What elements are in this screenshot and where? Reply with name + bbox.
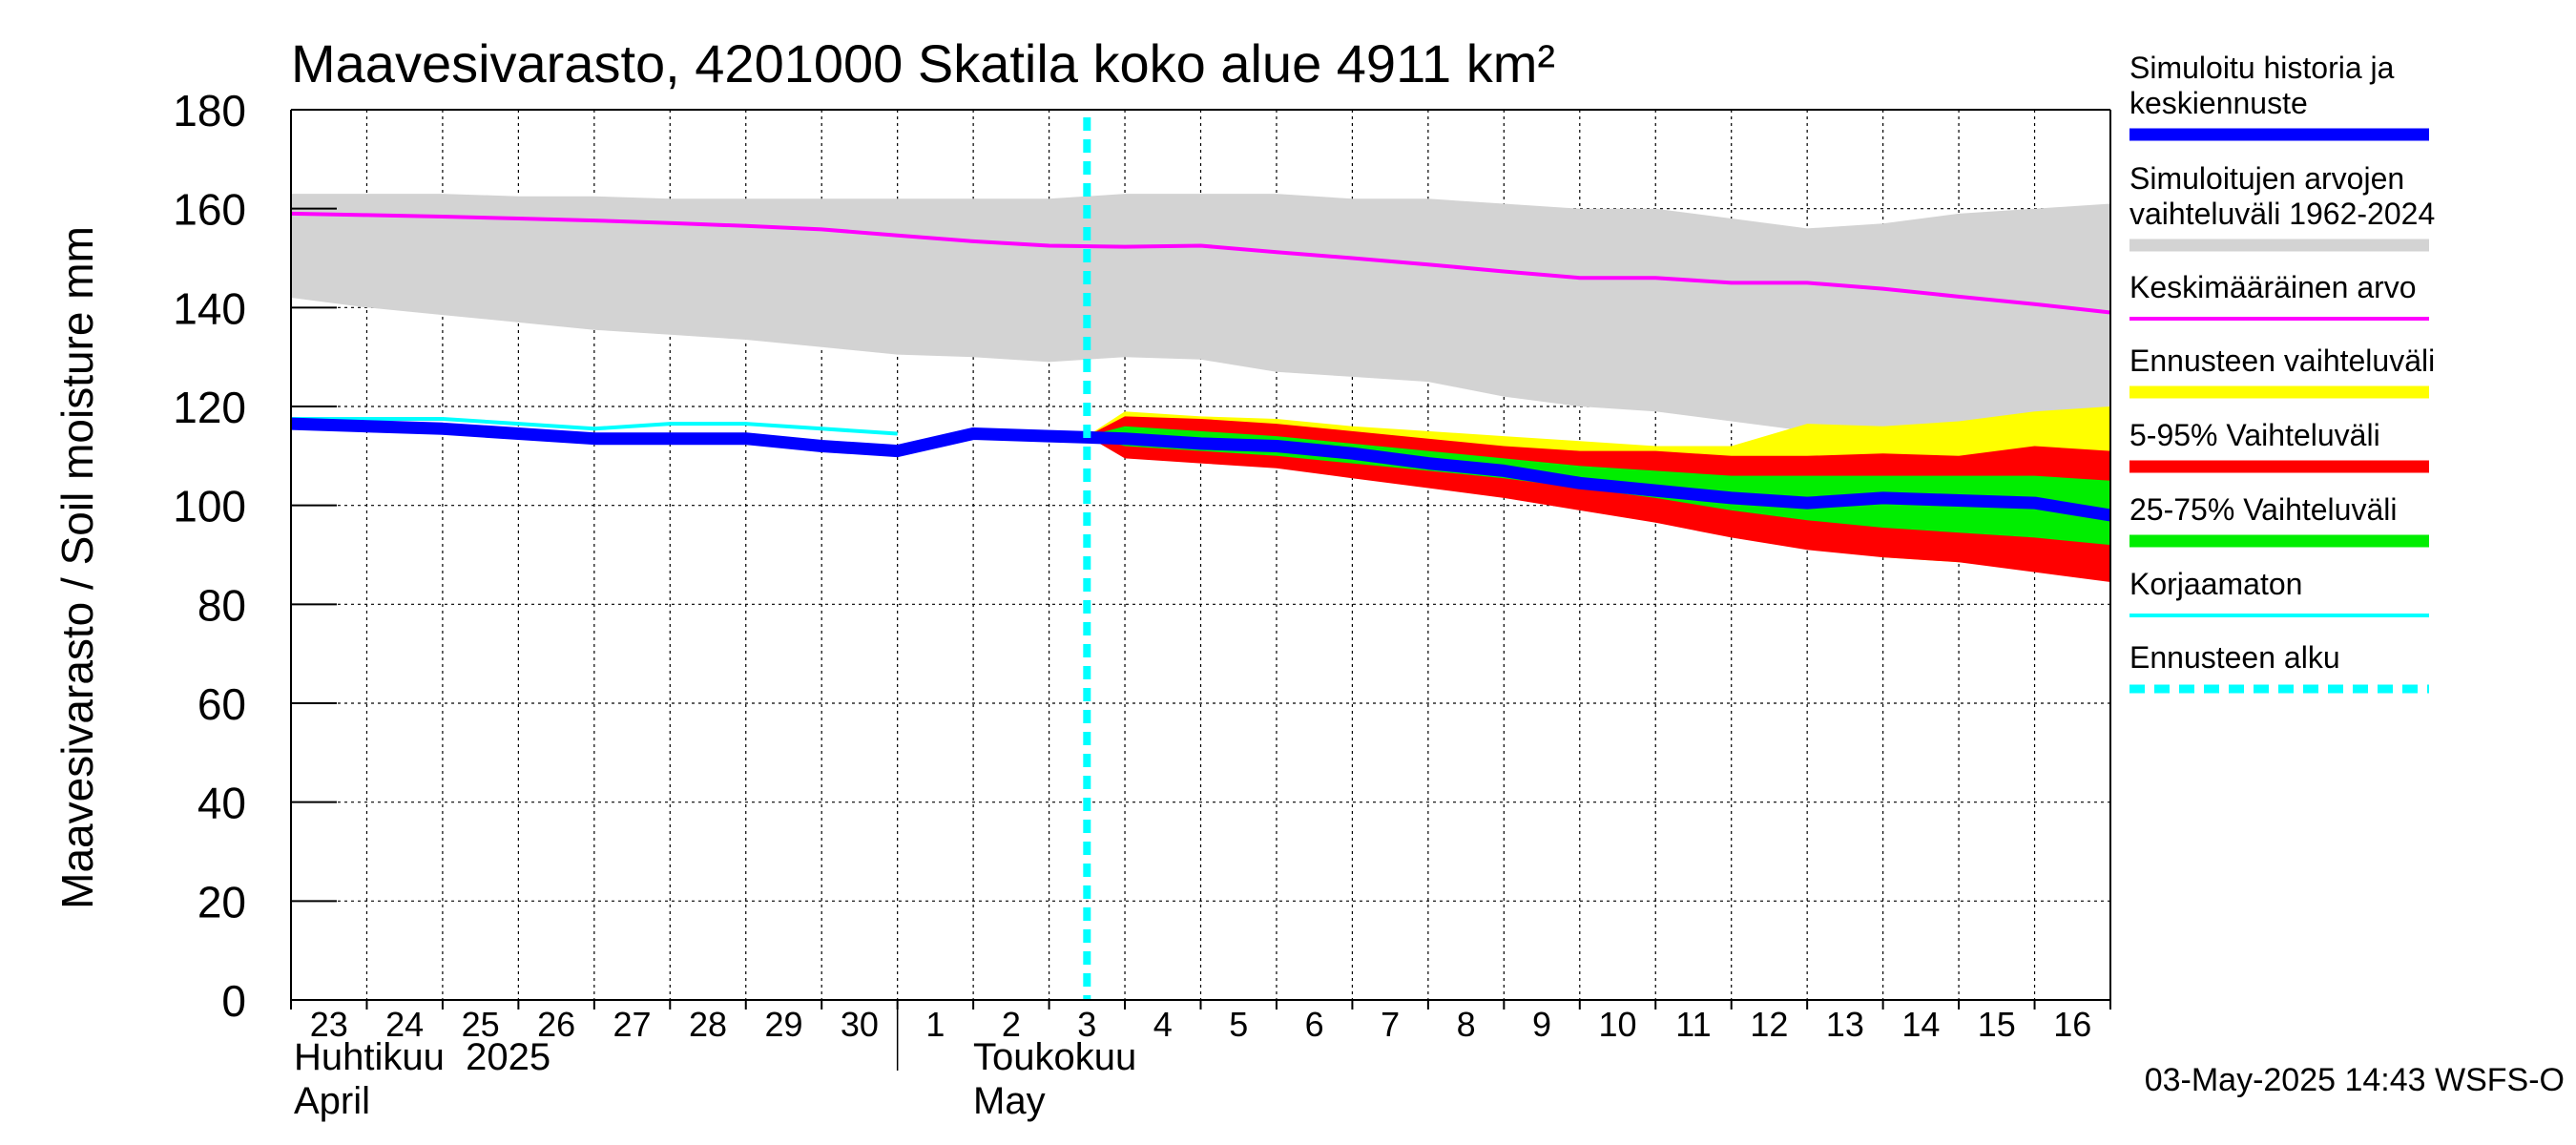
x-tick-label: 2 <box>1002 1005 1021 1044</box>
y-tick-label: 60 <box>197 679 246 729</box>
x-tick-label: 16 <box>2053 1005 2091 1044</box>
x-tick-label: 4 <box>1153 1005 1173 1044</box>
month-label-fi-april: Huhtikuu 2025 <box>294 1036 551 1078</box>
legend-label: vaihteluväli 1962-2024 <box>2129 197 2435 231</box>
timestamp: 03-May-2025 14:43 WSFS-O <box>2145 1062 2565 1098</box>
y-tick-label: 40 <box>197 779 246 828</box>
legend-label: 5-95% Vaihteluväli <box>2129 418 2380 452</box>
month-label-en-april: April <box>294 1080 370 1122</box>
band-range-1962-2024 <box>291 194 2110 447</box>
x-tick-label: 28 <box>689 1005 727 1044</box>
y-tick-label: 180 <box>173 86 246 135</box>
y-axis-ticks: 0 20 40 60 80 100 120 140 160 180 <box>173 86 337 1026</box>
y-tick-label: 160 <box>173 185 246 235</box>
x-tick-label: 26 <box>537 1005 575 1044</box>
x-tick-label: 30 <box>841 1005 879 1044</box>
x-tick-label: 24 <box>385 1005 424 1044</box>
x-tick-label: 27 <box>613 1005 652 1044</box>
x-tick-label: 12 <box>1750 1005 1788 1044</box>
line-uncorrected <box>291 417 898 436</box>
month-label-fi-may: Toukokuu <box>973 1036 1136 1078</box>
legend-label: Simuloitujen arvojen <box>2129 161 2404 196</box>
legend-label: Korjaamaton <box>2129 567 2302 601</box>
x-tick-label: 6 <box>1305 1005 1324 1044</box>
x-tick-label: 5 <box>1229 1005 1248 1044</box>
x-tick-label: 23 <box>310 1005 348 1044</box>
legend-label: 25-75% Vaihteluväli <box>2129 492 2397 527</box>
month-label-en-may: May <box>973 1080 1046 1122</box>
x-axis-ticks: 23 24 25 26 27 28 29 30 1 2 3 4 5 6 7 8 9 10 11 12 13 14 15 16 <box>290 1000 2111 1071</box>
y-tick-label: 80 <box>197 580 246 630</box>
y-tick-label: 140 <box>173 283 246 333</box>
x-tick-label: 1 <box>925 1005 945 1044</box>
y-tick-label: 0 <box>221 976 246 1026</box>
x-tick-label: 8 <box>1457 1005 1476 1044</box>
data-lines <box>290 117 2112 1000</box>
x-tick-label: 3 <box>1077 1005 1096 1044</box>
x-tick-label: 15 <box>1978 1005 2016 1044</box>
chart-title: Maavesivarasto, 4201000 Skatila koko alu… <box>291 33 1555 94</box>
y-axis-label: Maavesivarasto / Soil moisture mm <box>52 226 102 909</box>
legend-label: keskiennuste <box>2129 86 2308 120</box>
legend-label: Simuloitu historia ja <box>2129 51 2395 85</box>
legend-label: Ennusteen vaihteluväli <box>2129 344 2435 378</box>
x-tick-label: 9 <box>1532 1005 1551 1044</box>
y-tick-label: 120 <box>173 383 246 432</box>
y-tick-label: 100 <box>173 482 246 531</box>
x-tick-label: 13 <box>1826 1005 1864 1044</box>
line-mean <box>290 211 2111 315</box>
x-tick-label: 29 <box>764 1005 802 1044</box>
legend-label: Keskimääräinen arvo <box>2129 270 2417 304</box>
y-tick-label: 20 <box>197 877 246 926</box>
x-tick-label: 10 <box>1598 1005 1636 1044</box>
line-simulated-median <box>290 417 2112 522</box>
x-tick-label: 14 <box>1901 1005 1940 1044</box>
x-tick-label: 25 <box>462 1005 500 1044</box>
legend-label: Ennusteen alku <box>2129 640 2340 675</box>
x-tick-label: 11 <box>1675 1005 1711 1044</box>
x-tick-label: 7 <box>1381 1005 1400 1044</box>
